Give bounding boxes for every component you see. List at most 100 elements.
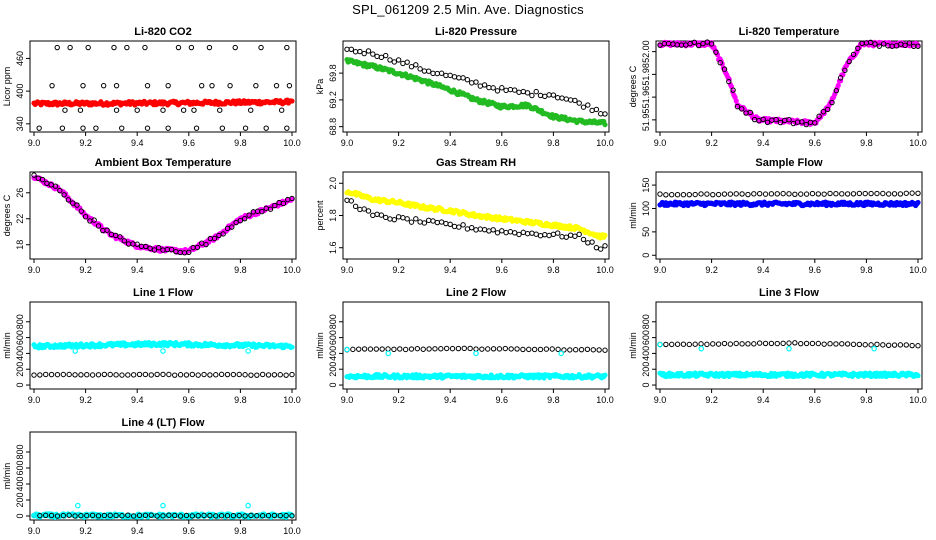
x-tick-label: 9.6: [183, 526, 196, 536]
series-black: [31, 371, 295, 378]
data-point: [107, 512, 113, 519]
data-point: [555, 346, 561, 353]
data-point: [233, 219, 239, 226]
data-point: [915, 199, 921, 206]
data-point: [421, 220, 428, 226]
data-point: [143, 243, 149, 250]
y-tick-label: 0: [641, 253, 651, 258]
data-point: [669, 341, 675, 348]
x-tick-label: 9.6: [183, 265, 196, 275]
y-axis-label: ml/min: [628, 202, 638, 229]
data-point: [833, 87, 839, 94]
data-point: [704, 39, 710, 45]
x-tick-label: 9.4: [131, 138, 144, 148]
x-tick-label: 9.4: [757, 395, 770, 405]
series-black: [31, 172, 295, 256]
data-point: [365, 208, 372, 214]
data-point: [172, 512, 178, 519]
data-point: [344, 346, 350, 353]
data-point: [421, 68, 428, 74]
data-point: [229, 224, 235, 230]
data-point: [774, 191, 780, 197]
data-point: [598, 246, 604, 252]
series-red: [31, 97, 295, 108]
y-tick-label: 68.8: [328, 118, 338, 136]
data-point: [95, 372, 102, 378]
data-point: [361, 50, 367, 57]
data-point: [602, 122, 608, 128]
data-point: [277, 512, 283, 519]
data-point: [395, 214, 402, 220]
x-tick-label: 9.0: [28, 395, 41, 405]
data-point: [254, 372, 260, 378]
x-tick-label: 10.0: [283, 395, 301, 405]
data-point: [698, 341, 704, 347]
x-tick-label: 9.4: [444, 395, 457, 405]
data-point: [516, 89, 522, 95]
x-tick-label: 9.6: [183, 138, 196, 148]
data-point: [449, 345, 456, 352]
data-point: [189, 371, 196, 378]
data-point: [374, 53, 380, 60]
data-point: [101, 512, 108, 519]
data-point: [356, 346, 362, 352]
y-tick-label: 600: [15, 330, 25, 345]
chart-title: Line 2 Flow: [446, 287, 506, 299]
data-point: [248, 107, 254, 113]
data-point: [385, 350, 392, 357]
data-point: [391, 59, 397, 65]
data-point: [248, 512, 254, 519]
data-point: [357, 206, 363, 213]
data-point: [89, 512, 96, 519]
data-point: [37, 512, 43, 519]
data-point: [891, 191, 898, 197]
data-point: [464, 77, 471, 83]
data-point: [188, 44, 195, 51]
data-point: [48, 371, 55, 378]
data-point: [461, 345, 467, 352]
data-point: [283, 372, 289, 378]
data-point: [885, 191, 892, 197]
data-point: [237, 217, 244, 224]
y-axis-label: ml/min: [2, 463, 12, 490]
data-point: [426, 217, 432, 224]
data-point: [236, 512, 242, 519]
data-point: [733, 340, 739, 347]
y-tick-label: 200: [15, 492, 25, 507]
data-point: [385, 346, 391, 352]
data-point: [195, 372, 201, 378]
data-point: [542, 231, 548, 238]
data-point: [348, 198, 354, 204]
data-point: [265, 372, 272, 378]
data-point: [271, 372, 278, 378]
data-point: [891, 342, 898, 348]
data-point: [180, 107, 187, 113]
data-point: [447, 221, 453, 227]
data-point: [780, 190, 786, 197]
data-point: [529, 230, 535, 236]
chart-title: Li-820 Pressure: [435, 26, 517, 38]
y-tick-label: 150: [641, 178, 651, 193]
data-point: [413, 62, 419, 68]
data-point: [254, 513, 260, 519]
data-point: [283, 512, 289, 519]
plot-frame: [342, 40, 610, 133]
data-point: [799, 119, 805, 125]
y-tick-label: 51.96: [641, 86, 651, 109]
data-point: [902, 42, 908, 49]
plot-frame: [655, 301, 923, 390]
x-tick-label: 9.2: [79, 526, 92, 536]
data-point: [585, 240, 591, 246]
data-point: [89, 372, 96, 378]
x-tick-label: 9.8: [547, 138, 560, 148]
data-point: [906, 40, 913, 46]
x-tick-label: 10.0: [596, 395, 614, 405]
y-tick-label: 0: [641, 383, 651, 388]
data-point: [598, 111, 604, 117]
data-point: [160, 348, 166, 354]
data-point: [524, 230, 531, 237]
data-point: [348, 46, 354, 52]
data-point: [278, 107, 285, 113]
data-point: [286, 82, 293, 89]
